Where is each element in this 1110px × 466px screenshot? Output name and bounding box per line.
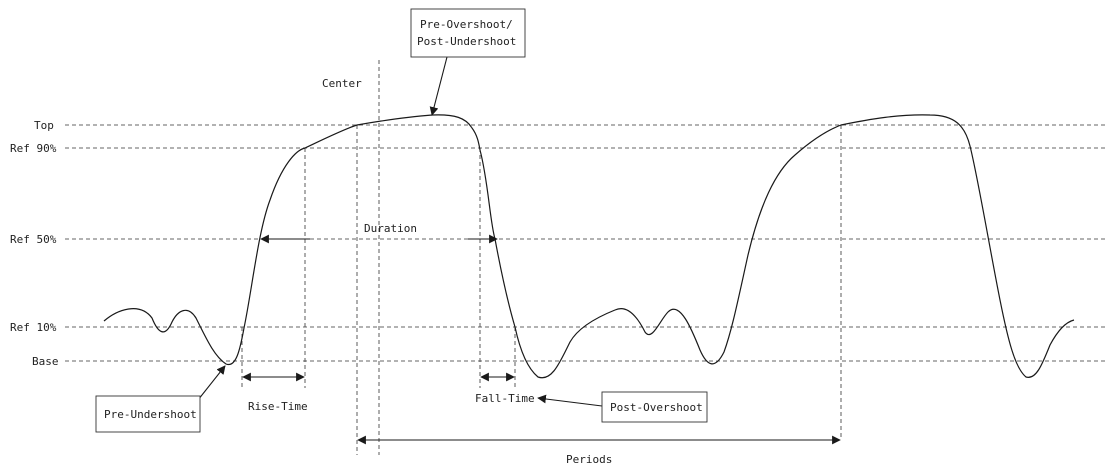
post-overshoot-pointer: [537, 394, 603, 407]
pre-overshoot-label-line1: Pre-Overshoot/: [420, 18, 513, 31]
post-overshoot-callout: Post-Overshoot: [601, 391, 708, 423]
center-label: Center: [322, 77, 362, 90]
pre-undershoot-callout: Pre-Undershoot: [95, 395, 201, 433]
ref50-level-label: Ref 50%: [10, 233, 57, 246]
duration-label: Duration: [364, 222, 417, 235]
rise-time-label: Rise-Time: [248, 400, 308, 413]
top-level-label: Top: [34, 119, 54, 132]
ref90-level-label: Ref 90%: [10, 142, 57, 155]
fall-time-label: Fall-Time: [475, 392, 535, 405]
pre-overshoot-callout: Pre-Overshoot/ Post-Undershoot: [410, 8, 526, 58]
pre-overshoot-pointer: [429, 56, 448, 116]
pre-overshoot-label-line2: Post-Undershoot: [417, 35, 516, 48]
base-level-label: Base: [32, 355, 59, 368]
ref10-level-label: Ref 10%: [10, 321, 57, 334]
post-overshoot-label: Post-Overshoot: [610, 401, 703, 414]
pre-undershoot-label: Pre-Undershoot: [104, 408, 197, 421]
pre-undershoot-pointer: [197, 365, 226, 401]
signal-waveform: [103, 114, 1075, 379]
periods-label: Periods: [566, 453, 612, 466]
